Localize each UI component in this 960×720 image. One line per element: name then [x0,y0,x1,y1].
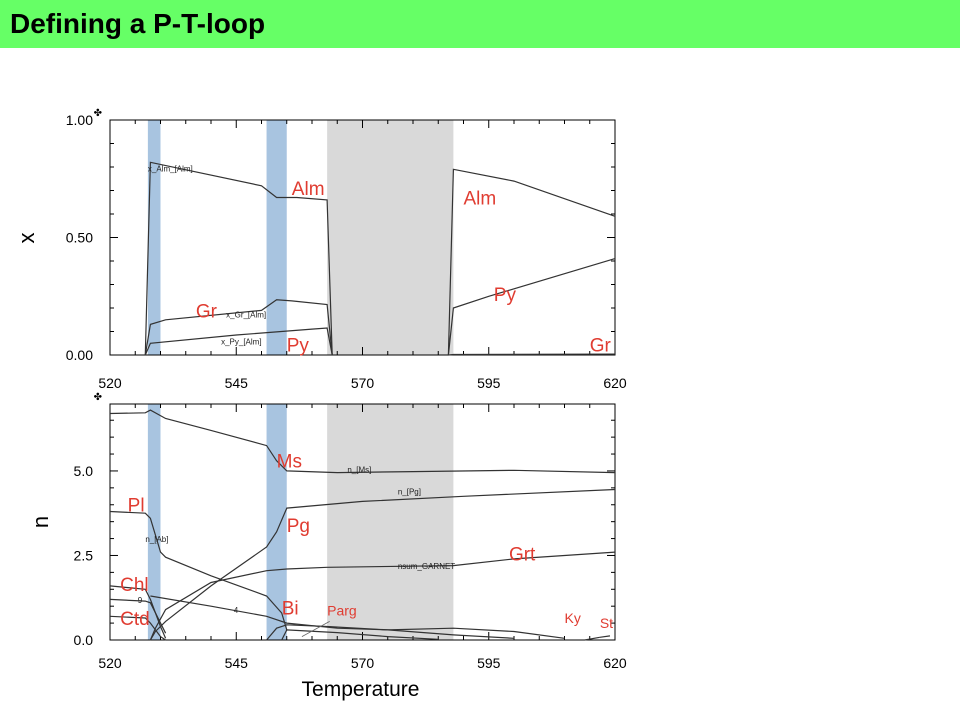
title-bar: Defining a P-T-loop [0,0,960,48]
plot2-series-4 [150,595,565,639]
plot2-x-axis-label: Temperature [302,678,420,701]
plot1-y-axis-label: x [14,233,39,244]
plot2-phase-label: Parg [327,603,357,619]
plot1-phase-label: Gr [590,335,612,356]
plot2-series-parg [281,629,439,641]
plot1-phase-label: Py [494,285,517,306]
plot2-phase-label: Ms [277,452,302,473]
plot1-phase-label: Py [287,335,310,356]
plot1-series-x-gr-alm- [447,258,616,356]
plot1-line-label: x_Py_[Alm] [221,337,261,346]
plot1-x-tick-label: 545 [225,375,249,391]
plot2-series-bi [266,624,515,641]
plot1-line-label: x_Alm_[Alm] [148,165,193,174]
plot2-x-tick-label: 620 [603,655,627,671]
plot1-series-x-alm-alm- [447,168,616,356]
plot2-line-label: 9 [138,596,143,605]
plot2-phase-label: Ky [565,610,581,626]
plot1-x-tick-label: 620 [603,375,627,391]
plot2-series-st [599,635,611,638]
plot2-series-ctd [109,615,166,641]
plot1-y-tick-label: 0.00 [66,347,93,363]
plot2-x-tick-label: 520 [98,655,122,671]
plot2-series-n-ms- [109,409,616,474]
plot2-phase-label: Chl [120,575,149,596]
plot2-shaded-band-2 [327,404,454,640]
plot2-series-n-ab- [109,510,288,631]
plot2-line-label: 4 [234,606,239,615]
plot1-phase-label: Alm [292,179,325,200]
plot1-y-tick-label: 1.00 [66,112,93,128]
plot2-phase-label: Grt [509,545,536,566]
plot2-line-label: n_[Pg] [398,488,421,497]
plot1-line-label: x_Gr_[Alm] [226,310,266,319]
plot1-x-tick-label: 570 [351,375,375,391]
plot2-line-label: n_[Ms] [347,466,371,475]
plot2-shaded-band-1 [266,404,287,640]
plot2-y-tick-label: 2.5 [74,547,94,563]
plot2-line-label: nsum_GARNET [398,562,455,571]
plot2-corner-icon: ✤ [94,392,102,403]
plot2-y-axis-label: n [28,516,53,528]
plot1-y-tick-label: 0.50 [66,230,93,246]
plot2-series-chl [109,585,167,639]
plot1-x-tick-label: 595 [477,375,501,391]
plot2-phase-label: St [600,615,613,631]
plot2-y-tick-label: 5.0 [74,463,94,479]
plot2-series-nsum-garnet [149,551,616,641]
plot2-phase-label: Pg [287,516,310,537]
plot2-x-tick-label: 595 [477,655,501,671]
plot2-line-label: n_[Ab] [145,535,168,544]
plot2-x-tick-label: 570 [351,655,375,671]
plot1-x-tick-label: 520 [98,375,122,391]
plot2-y-tick-label: 0.0 [74,632,94,648]
plot1-series-x-py-alm- [448,353,616,356]
plot1-series-x-py-alm- [144,327,333,356]
plot2-phase-label: Ctd [120,609,150,630]
plot1-phase-label: Alm [464,189,497,210]
plot2-phase-label: Pl [128,496,145,517]
slide-title: Defining a P-T-loop [10,8,266,39]
plot1-series-x-alm-alm- [144,161,333,356]
plot1-shaded-band-0 [147,120,161,355]
parg-pointer-line [301,621,330,637]
plot2-phase-label: Bi [282,599,299,620]
plot2-x-tick-label: 545 [225,655,249,671]
plot1-shaded-band-2 [327,120,454,355]
plot1-corner-icon: ✤ [94,108,102,119]
plot2-series-9 [109,598,167,634]
plot1-phase-label: Gr [196,301,218,322]
plot2-shaded-band-0 [147,404,161,640]
plot1-series-x-gr-alm- [144,299,333,356]
plot2-series-ky [584,636,600,641]
plot1-shaded-band-1 [266,120,287,355]
